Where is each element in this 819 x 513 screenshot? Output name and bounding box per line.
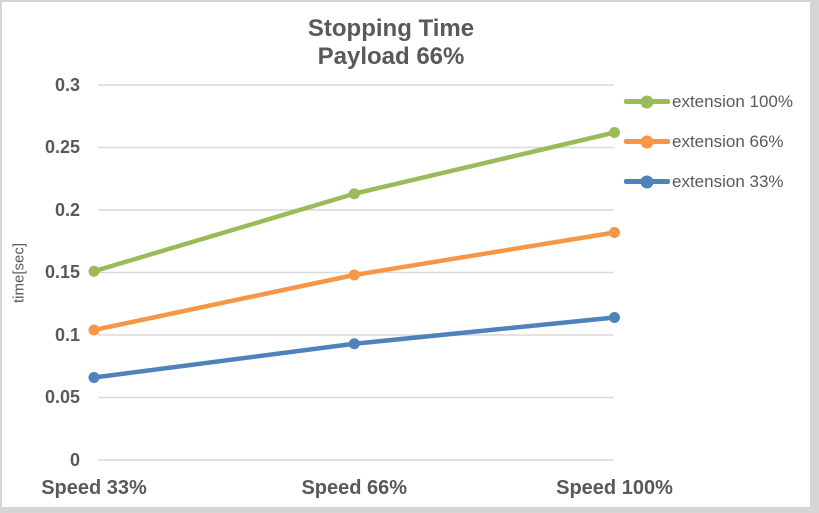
legend-item-extension-33: extension 33% <box>624 166 793 197</box>
data-point-extension-33-speed-100 <box>609 312 620 323</box>
chart-title-line2: Payload 66% <box>317 43 465 70</box>
data-point-extension-100-speed-33 <box>88 265 100 277</box>
y-tick-label: 0.3 <box>54 74 80 95</box>
y-tick-label: 0.15 <box>44 262 80 282</box>
data-point-extension-33-speed-33 <box>88 372 100 383</box>
legend-marker-line <box>624 95 670 108</box>
legend-item-extension-66: extension 66% <box>624 126 793 157</box>
chart-title-line1: Stopping Time <box>307 15 475 42</box>
chart-canvas: Stopping Time Payload 66% 0 0.05 0.1 0.15 0.… <box>2 2 810 507</box>
x-category-label: Speed 33% <box>41 477 147 499</box>
legend-marker-dot <box>640 175 654 188</box>
legend-marker-dot <box>640 135 654 148</box>
y-tick-label: 0.1 <box>54 324 80 345</box>
legend-label: extension 33% <box>672 171 784 191</box>
data-point-extension-100-speed-66 <box>348 188 360 200</box>
chart-legend: extension 100% extension 66% extension 33% <box>624 86 793 197</box>
chart-title: Stopping Time Payload 66% <box>2 15 780 71</box>
series-line-extension-100 <box>91 130 617 274</box>
data-point-extension-66-speed-33 <box>88 324 100 336</box>
legend-marker-dot <box>640 95 654 108</box>
data-point-extension-66-speed-66 <box>348 269 360 281</box>
legend-marker-line <box>624 135 670 148</box>
y-tick-label: 0.2 <box>54 199 80 220</box>
legend-label: extension 100% <box>672 91 793 111</box>
x-category-label: Speed 66% <box>301 477 408 499</box>
y-tick-label: 0.25 <box>44 137 80 157</box>
legend-marker-line <box>624 175 670 188</box>
y-tick-label: 0.05 <box>44 387 80 407</box>
x-category-label: Speed 100% <box>556 477 673 499</box>
data-point-extension-100-speed-100 <box>609 127 620 138</box>
y-axis-title-text: time[sec] <box>10 242 28 304</box>
y-tick-label: 0 <box>69 449 80 470</box>
data-point-extension-33-speed-66 <box>348 338 360 350</box>
legend-item-extension-100: extension 100% <box>624 86 793 117</box>
legend-label: extension 66% <box>672 131 784 151</box>
data-point-extension-66-speed-100 <box>609 227 620 238</box>
